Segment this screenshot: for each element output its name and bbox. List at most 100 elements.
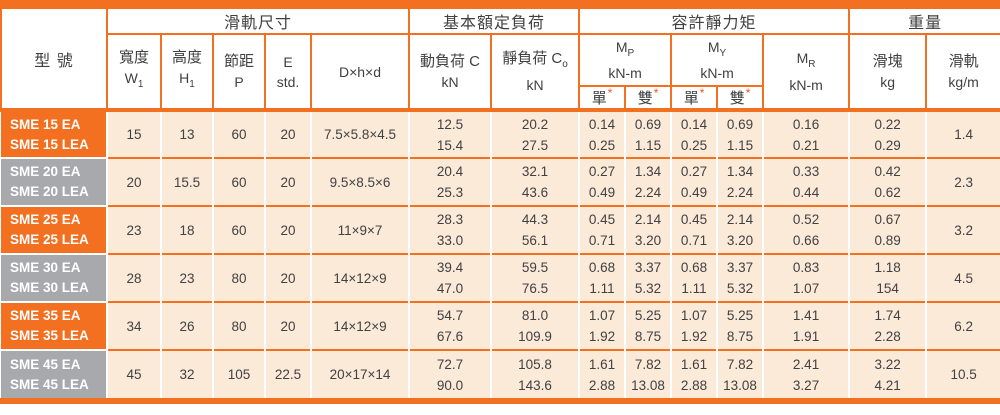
model-cell: SME 20 EA SME 20 LEA [1,157,108,206]
model-name: SME 20 EA [10,164,81,179]
mp-double-cell: 0.69 1.15 [624,108,673,158]
asterisk-marker: * [699,86,705,100]
table-row: SME 45 EA SME 45 LEA 45 32 105 22.5 20×1… [1,349,1000,398]
group-header-rail-dimensions: 滑軌尺寸 [105,7,411,35]
catalog-spec-page: 型 號 滑軌尺寸 基本額定負荷 容許靜力矩 重量 寬度 W1 高度 H1 節距 … [0,0,1000,404]
e-std-cell: 22.5 [264,349,312,398]
block-weight-cell: 0.67 0.89 [848,205,928,254]
column-header-mr: MR kN-m [762,33,851,111]
my-single-cell: 0.14 0.25 [670,108,719,158]
my-double-cell: 2.14 3.20 [716,205,765,254]
mp-single-cell: 0.45 0.71 [578,205,627,254]
subheader-my-double: 雙* [716,85,765,111]
pitch-cell: 80 [212,301,266,350]
pitch-cell: 60 [212,205,266,254]
rail-weight-cell: 10.5 [925,349,1000,398]
height-cell: 26 [160,301,214,350]
model-name: SME 30 EA [10,260,81,275]
dynamic-load-cell: 39.4 47.0 [408,253,493,302]
mp-double-cell: 3.37 5.32 [624,253,673,302]
rail-weight-cell: 4.5 [925,253,1000,302]
width-cell: 15 [106,108,162,158]
column-header-dhd: D×h×d [309,33,411,111]
mp-single-cell: 1.07 1.92 [578,301,627,350]
my-double-cell: 5.25 8.75 [716,301,765,350]
column-header-rail-weight: 滑軌 kg/m [925,33,1000,111]
table-row: SME 25 EA SME 25 LEA 23 18 60 20 11×9×7 … [1,205,1000,254]
spec-table: 型 號 滑軌尺寸 基本額定負荷 容許靜力矩 重量 寬度 W1 高度 H1 節距 … [0,7,1000,398]
column-header-dynamic-load: 動負荷 C kN [408,33,493,111]
model-name: SME 25 EA [10,212,81,227]
dynamic-load-cell: 20.4 25.3 [408,157,493,206]
my-single-cell: 0.45 0.71 [670,205,719,254]
model-name: SME 15 EA [10,116,81,132]
width-cell: 20 [106,157,162,206]
column-header-e-std: E std. [264,33,312,111]
static-load-cell: 81.0 109.9 [490,301,581,350]
model-cell: SME 25 EA SME 25 LEA [1,205,108,254]
model-cell: SME 35 EA SME 35 LEA [1,301,108,350]
dhd-cell: 11×9×7 [309,205,411,254]
block-weight-cell: 1.74 2.28 [848,301,928,350]
dhd-cell: 9.5×8.5×6 [309,157,411,206]
pitch-cell: 60 [212,108,266,158]
mp-double-cell: 2.14 3.20 [624,205,673,254]
static-load-cell: 105.8 143.6 [490,349,581,398]
height-cell: 13 [160,108,214,158]
asterisk-marker: * [607,86,613,100]
dynamic-load-cell: 28.3 33.0 [408,205,493,254]
pitch-cell: 80 [212,253,266,302]
my-double-cell: 1.34 2.24 [716,157,765,206]
block-weight-cell: 0.42 0.62 [848,157,928,206]
model-name: SME 45 EA [10,356,81,372]
column-header-height: 高度 H1 [160,33,214,111]
table-header: 型 號 滑軌尺寸 基本額定負荷 容許靜力矩 重量 寬度 W1 高度 H1 節距 … [0,7,1000,111]
dhd-cell: 7.5×5.8×4.5 [309,108,411,158]
block-weight-cell: 1.18 154 [848,253,928,302]
column-header-static-load: 靜負荷 Co kN [490,33,581,111]
e-std-cell: 20 [264,253,312,302]
model-cell: SME 30 EA SME 30 LEA [1,253,108,302]
block-weight-cell: 0.22 0.29 [848,108,928,158]
static-load-cell: 44.3 56.1 [490,205,581,254]
my-single-cell: 1.61 2.88 [670,349,719,398]
my-double-cell: 0.69 1.15 [716,108,765,158]
width-cell: 23 [106,205,162,254]
table-body: SME 15 EA SME 15 LEA 15 13 60 20 7.5×5.8… [1,108,1000,398]
asterisk-marker: * [745,86,751,100]
model-cell: SME 45 EA SME 45 LEA [1,349,108,398]
table-row: SME 30 EA SME 30 LEA 28 23 80 20 14×12×9… [1,253,1000,302]
dhd-cell: 14×12×9 [309,253,411,302]
group-header-basic-load: 基本額定負荷 [408,7,581,35]
model-name: SME 35 LEA [10,328,89,343]
e-std-cell: 20 [264,108,312,158]
mr-cell: 0.16 0.21 [762,108,851,158]
width-cell: 34 [106,301,162,350]
rail-weight-cell: 3.2 [925,205,1000,254]
my-single-cell: 0.27 0.49 [670,157,719,206]
mr-cell: 2.41 3.27 [762,349,851,398]
height-cell: 32 [160,349,214,398]
dhd-cell: 14×12×9 [309,301,411,350]
rail-weight-cell: 2.3 [925,157,1000,206]
e-std-cell: 20 [264,301,312,350]
mp-double-cell: 5.25 8.75 [624,301,673,350]
height-cell: 15.5 [160,157,214,206]
static-load-cell: 32.1 43.6 [490,157,581,206]
table-row: SME 20 EA SME 20 LEA 20 15.5 60 20 9.5×8… [1,157,1000,206]
rail-weight-cell: 1.4 [925,108,1000,158]
height-cell: 23 [160,253,214,302]
mp-double-cell: 7.82 13.08 [624,349,673,398]
model-name: SME 45 LEA [10,376,89,392]
mr-cell: 0.33 0.44 [762,157,851,206]
asterisk-marker: * [653,86,659,100]
group-header-weight: 重量 [848,7,1000,35]
column-header-mp: MP kN-m [578,33,673,87]
e-std-cell: 20 [264,205,312,254]
column-header-my: MY kN-m [670,33,765,87]
my-single-cell: 1.07 1.92 [670,301,719,350]
mp-single-cell: 0.14 0.25 [578,108,627,158]
subheader-my-single: 單* [670,85,719,111]
group-header-static-moment: 容許靜力矩 [578,7,851,35]
column-header-model: 型 號 [0,7,108,111]
